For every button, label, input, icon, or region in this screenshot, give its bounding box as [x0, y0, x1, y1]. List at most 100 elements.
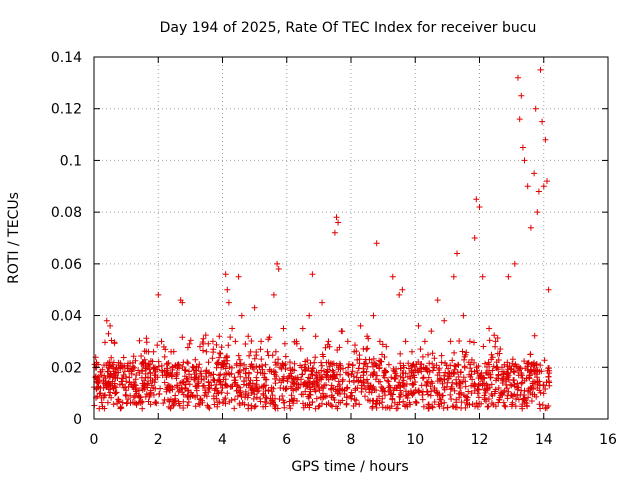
- data-point: [370, 312, 377, 319]
- data-point: [532, 105, 539, 112]
- data-point: [136, 387, 142, 394]
- density-marker: [485, 359, 492, 366]
- density-marker: [450, 403, 457, 410]
- data-point: [275, 266, 282, 272]
- data-point: [476, 204, 483, 210]
- density-marker: [132, 357, 139, 364]
- data-point: [168, 348, 175, 355]
- data-point: [364, 333, 371, 340]
- density-marker: [372, 360, 378, 367]
- density-marker: [268, 384, 275, 391]
- density-marker: [215, 390, 222, 397]
- density-marker: [546, 365, 552, 372]
- density-marker: [429, 403, 436, 410]
- data-point: [470, 382, 477, 389]
- density-marker: [102, 339, 108, 346]
- data-point: [540, 382, 547, 389]
- density-marker: [360, 368, 367, 375]
- density-marker: [350, 379, 357, 386]
- density-marker: [120, 375, 126, 382]
- data-point: [338, 328, 345, 335]
- density-marker: [176, 402, 183, 409]
- density-marker: [117, 365, 123, 372]
- density-marker: [250, 395, 257, 402]
- data-point: [454, 250, 460, 257]
- x-tick-label: 14: [535, 432, 553, 448]
- density-marker: [213, 360, 220, 367]
- data-point: [94, 379, 101, 386]
- density-marker: [427, 392, 434, 399]
- density-marker: [415, 388, 422, 395]
- density-marker: [505, 388, 512, 395]
- density-marker: [97, 369, 104, 375]
- density-marker: [236, 367, 243, 374]
- density-marker: [530, 362, 537, 369]
- density-marker: [537, 405, 544, 412]
- density-marker: [456, 338, 463, 344]
- density-marker: [544, 367, 551, 374]
- density-marker: [220, 400, 226, 407]
- data-point: [100, 385, 107, 391]
- density-marker: [158, 362, 165, 369]
- density-marker: [446, 370, 452, 377]
- density-marker: [343, 394, 350, 401]
- data-point: [238, 312, 245, 319]
- density-marker: [211, 401, 218, 408]
- density-marker: [306, 391, 313, 398]
- density-marker: [245, 369, 252, 376]
- data-point: [457, 385, 464, 391]
- x-tick-label: 10: [406, 432, 424, 448]
- density-marker: [312, 405, 319, 412]
- density-marker: [236, 402, 243, 408]
- density-marker: [272, 359, 279, 366]
- density-marker: [282, 366, 289, 372]
- density-marker: [106, 392, 113, 399]
- data-point: [434, 297, 441, 304]
- density-marker: [500, 375, 507, 382]
- density-marker: [441, 384, 448, 391]
- density-marker: [216, 372, 222, 379]
- density-marker: [372, 376, 379, 383]
- density-marker: [345, 370, 351, 377]
- x-axis-label: GPS time / hours: [291, 459, 408, 475]
- density-marker: [318, 367, 325, 374]
- density-marker: [243, 365, 249, 372]
- density-marker: [350, 403, 357, 409]
- density-marker: [192, 383, 199, 390]
- density-marker: [400, 398, 407, 405]
- density-marker: [117, 405, 124, 412]
- density-marker: [509, 356, 516, 363]
- data-point: [409, 348, 415, 355]
- density-marker: [219, 360, 226, 367]
- density-marker: [526, 372, 533, 379]
- data-point: [232, 338, 239, 345]
- density-marker: [447, 386, 454, 393]
- density-marker: [494, 335, 501, 341]
- density-marker: [272, 375, 278, 382]
- density-marker: [254, 388, 261, 395]
- data-point: [280, 325, 287, 332]
- density-marker: [156, 391, 163, 398]
- density-marker: [258, 356, 265, 363]
- data-point: [290, 387, 297, 394]
- data-point: [544, 178, 550, 185]
- density-marker: [186, 381, 193, 388]
- density-marker: [404, 403, 411, 410]
- density-marker: [362, 393, 368, 400]
- density-marker: [266, 334, 273, 341]
- density-marker: [175, 388, 182, 395]
- density-marker: [448, 396, 455, 402]
- data-point: [405, 390, 412, 397]
- density-marker: [275, 360, 281, 367]
- density-marker: [364, 345, 371, 352]
- density-marker: [367, 397, 373, 404]
- density-marker: [95, 384, 102, 391]
- density-marker: [187, 393, 194, 400]
- density-marker: [125, 360, 131, 367]
- density-marker: [512, 403, 519, 410]
- density-marker: [268, 368, 275, 375]
- density-marker: [199, 383, 206, 390]
- density-marker: [425, 401, 432, 408]
- density-marker: [242, 394, 249, 401]
- data-point: [261, 382, 268, 389]
